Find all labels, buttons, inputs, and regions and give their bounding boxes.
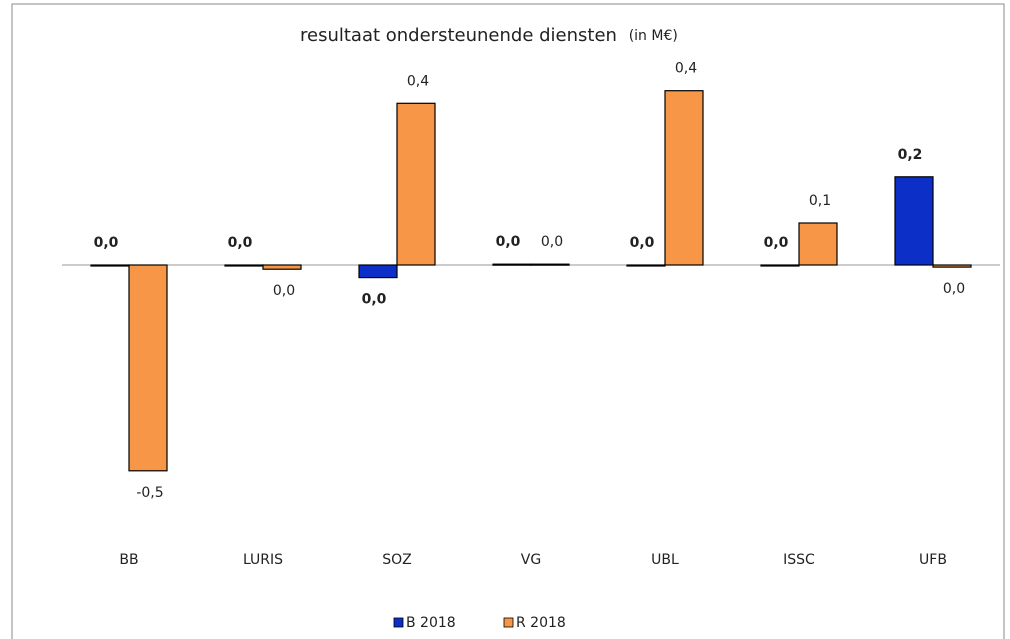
bar (798, 222, 838, 266)
x-tick-label: BB (119, 552, 138, 568)
legend-label: B 2018 (406, 615, 456, 631)
value-label: 0,0 (362, 292, 387, 308)
bar (396, 102, 436, 266)
x-tick-label: VG (521, 552, 541, 568)
chart-frame (11, 3, 1005, 639)
chart-title: resultaat ondersteunende diensten (in M€… (300, 25, 678, 46)
x-tick-label: UBL (651, 552, 679, 568)
value-label: 0,0 (943, 281, 965, 297)
bar (224, 264, 264, 267)
value-label: 0,0 (541, 234, 563, 250)
bar (262, 264, 302, 270)
legend-swatch (393, 617, 404, 628)
value-label: 0,0 (630, 235, 655, 251)
value-label: 0,0 (496, 234, 521, 250)
bar (626, 264, 666, 267)
bar (128, 264, 168, 472)
value-label: 0,0 (273, 283, 295, 299)
legend-swatch (503, 617, 514, 628)
x-tick-label: LURIS (243, 552, 283, 568)
x-tick-label: SOZ (382, 552, 412, 568)
value-label: 0,0 (94, 235, 119, 251)
legend-label: R 2018 (516, 615, 566, 631)
value-label: 0,4 (407, 73, 429, 89)
bar (932, 264, 972, 268)
bar (492, 263, 532, 266)
bar (90, 264, 130, 267)
value-label: -0,5 (136, 485, 163, 501)
value-label: 0,0 (764, 235, 789, 251)
x-tick-label: UFB (919, 552, 947, 568)
chart-subtitle: (in M€) (629, 28, 678, 44)
value-label: 0,1 (809, 193, 831, 209)
value-label: 0,2 (898, 147, 923, 163)
bar (894, 176, 934, 266)
value-label: 0,4 (675, 61, 697, 77)
bar (358, 264, 398, 279)
bar (530, 263, 570, 266)
chart-title-main: resultaat ondersteunende diensten (300, 25, 617, 46)
value-label: 0,0 (228, 235, 253, 251)
bar (760, 264, 800, 267)
bar (664, 90, 704, 266)
x-tick-label: ISSC (783, 552, 815, 568)
